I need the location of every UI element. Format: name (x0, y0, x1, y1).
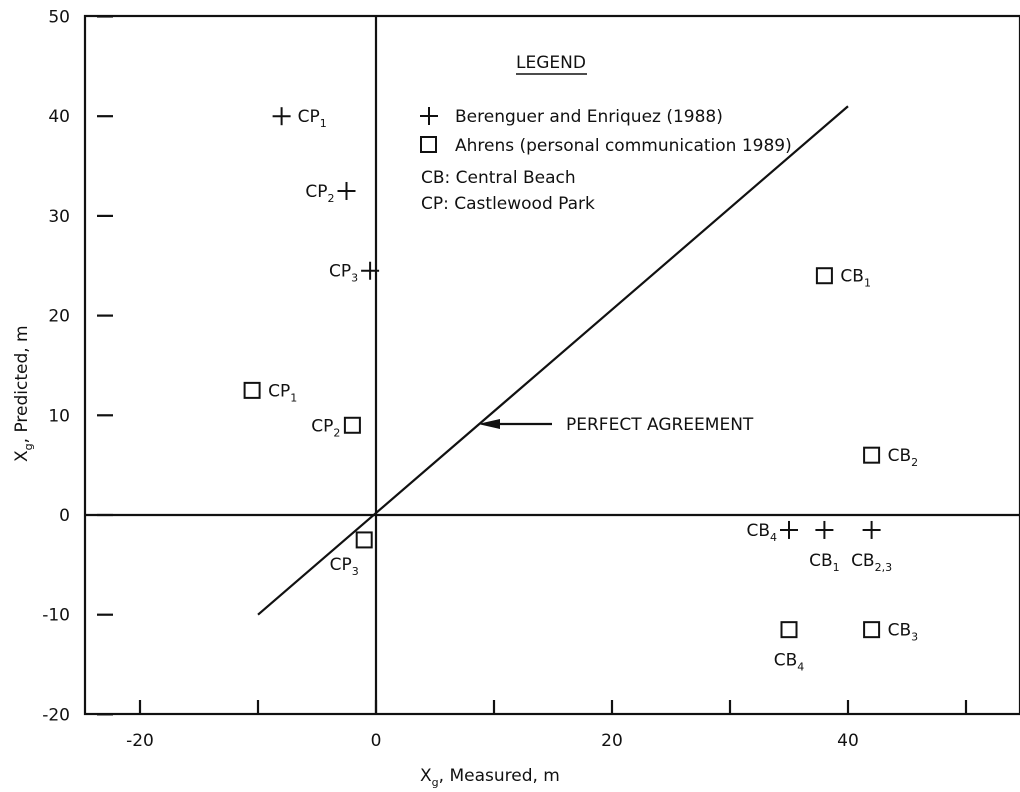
x-tick-label: 40 (837, 731, 859, 751)
data-point: CP3 (329, 261, 380, 285)
legend-entry-berenguer: Berenguer and Enriquez (1988) (455, 107, 723, 127)
data-point: CB1 (815, 267, 871, 290)
legend-square-marker (420, 136, 437, 153)
square-marker (355, 531, 373, 549)
y-tick-label: 50 (48, 8, 70, 28)
x-tick-label: 20 (601, 731, 623, 751)
y-tick-label: -10 (42, 606, 70, 626)
data-point: CB2,3 (851, 520, 892, 574)
x-tick-label: -20 (126, 731, 154, 751)
y-axis-ticks: -20 -10 0 10 20 30 40 50 (42, 8, 113, 725)
data-points: CP1 CP2 CP3 CB4 CB1 CB2,3 CP1 CP2 CP3 CB1 CB2 CB3 CB… (243, 107, 919, 674)
legend-note-castlewood-park: CP: Castlewood Park (421, 194, 595, 214)
y-tick-label: 40 (48, 107, 70, 127)
x-tick-label: 0 (371, 731, 382, 751)
y-axis-title: Xg, Predicted, m (12, 325, 35, 462)
point-label: CB2 (888, 446, 919, 469)
point-label: CB1 (840, 267, 871, 290)
annotation-arrow-head (478, 419, 500, 429)
legend-note-central-beach: CB: Central Beach (421, 168, 576, 188)
y-tick-label: 30 (48, 207, 70, 227)
legend: LEGEND Berenguer and Enriquez (1988) Ahr… (420, 53, 792, 214)
data-point: CP2 (311, 416, 361, 439)
point-label: CB4 (774, 651, 805, 674)
data-point: CB2 (863, 446, 919, 469)
point-label: CB3 (888, 621, 919, 644)
x-axis-title: Xg, Measured, m (420, 766, 560, 789)
x-axis-ticks: -20 0 20 40 (126, 700, 968, 751)
square-marker (863, 446, 881, 464)
data-point: CP1 (243, 381, 297, 404)
data-point: CB3 (863, 621, 919, 644)
square-marker (863, 621, 881, 639)
square-marker (243, 381, 261, 399)
point-label: CP2 (305, 182, 334, 205)
point-label: CP1 (298, 107, 327, 130)
perfect-agreement-label: PERFECT AGREEMENT (566, 415, 754, 435)
point-label: CB2,3 (851, 551, 892, 574)
legend-plus-marker (420, 107, 438, 125)
point-label: CB4 (746, 521, 777, 544)
square-marker (343, 416, 361, 434)
perfect-agreement-annotation: PERFECT AGREEMENT (478, 415, 754, 435)
data-point: CB4 (746, 520, 798, 544)
square-marker (780, 621, 798, 639)
plot-frame (83, 14, 1020, 716)
y-tick-label: 20 (48, 307, 70, 327)
point-label: CP1 (268, 381, 297, 404)
point-label: CB1 (809, 551, 840, 574)
square-marker (815, 267, 833, 285)
data-point: CP3 (330, 531, 373, 578)
y-tick-label: 0 (59, 506, 70, 526)
point-label: CP3 (329, 262, 358, 285)
data-point: CP2 (305, 181, 356, 205)
data-point: CP1 (272, 107, 327, 130)
y-tick-label: 10 (48, 406, 70, 426)
perfect-agreement-line (257, 105, 849, 616)
point-label: CP2 (311, 416, 340, 439)
legend-entry-ahrens: Ahrens (personal communication 1989) (455, 136, 792, 156)
y-tick-label: -20 (42, 705, 70, 725)
point-label: CP3 (330, 555, 359, 578)
data-point: CB4 (774, 621, 805, 674)
legend-title: LEGEND (516, 53, 586, 73)
data-point: CB1 (809, 520, 840, 574)
